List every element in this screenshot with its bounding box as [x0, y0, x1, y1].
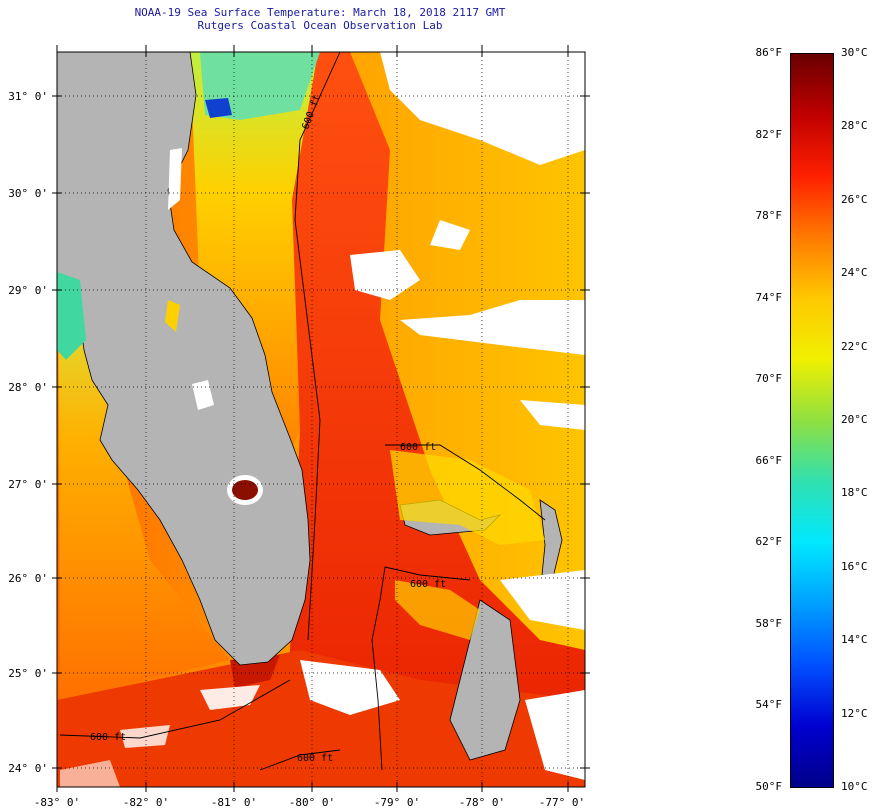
colorbar-c-label: 20°C	[841, 413, 868, 426]
colorbar-f-label: 82°F	[755, 127, 783, 141]
lon-label: -77° 0'	[539, 796, 585, 809]
lake-okeechobee	[232, 480, 258, 500]
contour-label: 600 ft	[297, 753, 333, 764]
lon-label: -83° 0'	[34, 796, 80, 809]
gulf-stream	[290, 52, 585, 787]
lon-label: -82° 0'	[123, 796, 169, 809]
lat-label: 28° 0'	[8, 381, 48, 394]
lon-label: -80° 0'	[289, 796, 335, 809]
cloud-ne	[380, 52, 585, 165]
colorbar-f-label: 58°F	[755, 616, 783, 630]
lat-label: 30° 0'	[8, 187, 48, 200]
florida-land	[57, 52, 311, 666]
colorbar-c-label: 14°C	[841, 633, 868, 647]
florida-straits	[57, 650, 585, 787]
andros-island	[449, 599, 521, 761]
colorbar-c-label: 24°C	[841, 266, 868, 280]
colorbar-f-label: 50°F	[755, 780, 783, 793]
title-line-2: Rutgers Coastal Ocean Observation Lab	[197, 19, 443, 32]
contour-label: 600 ft	[90, 732, 126, 743]
colorbar-c-label: 12°C	[841, 706, 868, 720]
lat-label: 25° 0'	[8, 667, 48, 680]
lat-label: 26° 0'	[8, 572, 48, 585]
lat-label: 29° 0'	[8, 284, 48, 297]
colorbar-c-label: 26°C	[841, 192, 868, 206]
colorbar-f-label: 66°F	[755, 453, 783, 467]
colorbar-f-label: 74°F	[755, 290, 783, 304]
contour-label: 600 ft	[400, 442, 436, 453]
colorbar-f-label: 70°F	[755, 372, 783, 386]
colorbar-f-label: 86°F	[755, 46, 783, 59]
colorbar-f-label: 62°F	[755, 535, 783, 549]
lon-label: -81° 0'	[211, 796, 257, 809]
colorbar-c-label: 28°C	[841, 119, 868, 133]
colorbar-c-label: 16°C	[841, 559, 868, 573]
colorbar-f-label: 78°F	[755, 209, 783, 223]
lat-label: 27° 0'	[8, 478, 48, 491]
colorbar-f-label: 54°F	[755, 698, 783, 712]
lat-label: 31° 0'	[8, 90, 48, 103]
map-frame	[56, 51, 586, 788]
lat-label: 24° 0'	[8, 762, 48, 775]
contour-label: 600 ft	[410, 579, 446, 590]
lon-label: -79° 0'	[374, 796, 420, 809]
colorbar-c-label: 18°C	[841, 486, 868, 500]
colorbar-c-label: 30°C	[841, 46, 868, 59]
title-line-1: NOAA-19 Sea Surface Temperature: March 1…	[134, 6, 506, 19]
colorbar-c-label: 22°C	[841, 339, 868, 353]
colorbar-c-label: 10°C	[841, 780, 868, 793]
temperature-colorbar	[790, 53, 834, 788]
graticule	[57, 52, 585, 787]
lon-label: -78° 0'	[459, 796, 505, 809]
ocean-east-shelf	[190, 52, 330, 520]
